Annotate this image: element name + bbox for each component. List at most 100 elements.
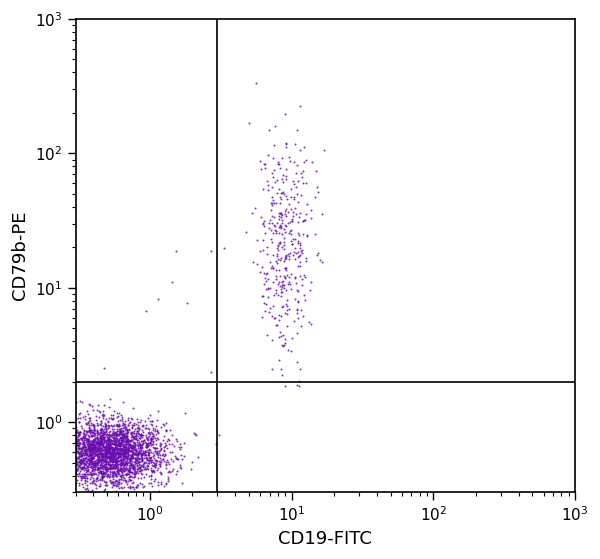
Point [305,286,314,295]
Point [106,463,115,472]
Point [258,219,268,228]
Point [62,459,72,468]
Point [61,427,70,435]
Point [147,421,157,430]
Point [79,493,88,502]
Point [92,437,102,446]
Point [51,466,61,475]
Point [100,457,109,466]
Point [95,475,104,484]
Point [149,466,158,475]
Point [171,453,181,462]
Point [53,457,63,466]
Point [115,448,125,457]
Point [99,449,109,458]
Point [101,452,110,461]
Point [302,257,311,266]
Point [124,476,133,485]
Point [130,465,140,473]
Point [287,215,297,224]
Point [131,471,140,480]
Point [293,190,302,199]
Point [97,436,107,445]
Point [83,470,92,479]
Point [90,442,100,451]
Point [59,475,69,484]
Point [82,477,91,486]
Point [135,454,145,463]
Point [49,435,58,444]
Point [260,159,270,168]
Point [103,440,113,449]
Point [74,440,84,449]
Point [106,453,115,462]
Point [100,468,110,477]
Point [86,440,95,449]
Point [95,440,104,449]
Point [137,454,147,463]
Point [110,444,119,453]
Point [81,453,91,462]
Point [88,447,98,456]
Point [83,445,92,454]
Point [58,455,67,464]
Point [47,466,56,475]
Point [123,449,133,458]
Point [116,433,126,442]
Point [151,455,160,464]
Point [295,209,305,217]
Point [17,410,26,419]
Point [274,356,284,364]
Point [156,455,166,464]
Point [86,428,96,437]
Point [100,439,109,448]
Point [86,457,95,466]
Point [121,434,130,443]
Point [151,440,161,449]
Point [136,473,146,482]
Point [131,447,140,456]
Point [63,452,73,461]
Point [123,421,133,430]
Point [101,446,110,454]
Point [121,432,130,440]
Point [120,465,130,474]
Point [182,299,192,307]
Point [259,235,268,244]
Point [137,480,146,489]
Point [274,241,283,250]
Point [95,432,104,440]
Point [110,477,119,486]
Point [91,470,101,479]
Point [109,453,119,462]
Point [92,433,101,442]
Point [116,428,125,437]
Point [113,448,123,457]
Point [83,444,93,453]
Point [99,443,109,452]
Point [99,435,109,444]
Point [95,425,105,434]
Point [112,420,121,429]
Point [99,452,109,461]
Point [100,432,109,441]
Point [72,437,82,446]
Point [95,437,105,446]
Point [86,451,96,459]
Point [85,440,95,449]
Point [111,450,121,459]
Point [108,415,118,424]
Point [274,215,284,224]
Point [87,439,97,448]
Point [86,462,95,471]
Point [301,210,310,219]
Point [85,427,95,435]
Point [277,195,286,204]
Point [68,410,77,419]
Point [92,406,102,415]
Point [77,472,86,481]
Point [62,428,72,437]
Point [293,198,303,207]
Point [155,467,165,476]
Point [98,461,108,470]
